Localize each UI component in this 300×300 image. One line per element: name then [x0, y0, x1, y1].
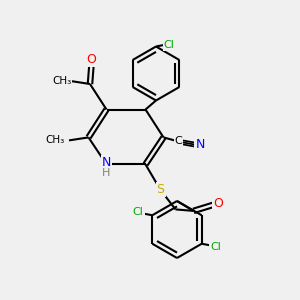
Text: S: S: [157, 183, 164, 196]
Text: N: N: [195, 137, 205, 151]
Text: CH₃: CH₃: [46, 135, 65, 146]
Text: H: H: [102, 168, 111, 178]
Text: CH₃: CH₃: [52, 76, 71, 86]
Text: O: O: [87, 52, 96, 66]
Text: C: C: [175, 136, 182, 146]
Text: O: O: [213, 197, 223, 210]
Text: Cl: Cl: [133, 207, 144, 217]
Text: N: N: [102, 156, 111, 170]
Text: Cl: Cl: [164, 40, 174, 50]
Text: Cl: Cl: [210, 242, 221, 252]
